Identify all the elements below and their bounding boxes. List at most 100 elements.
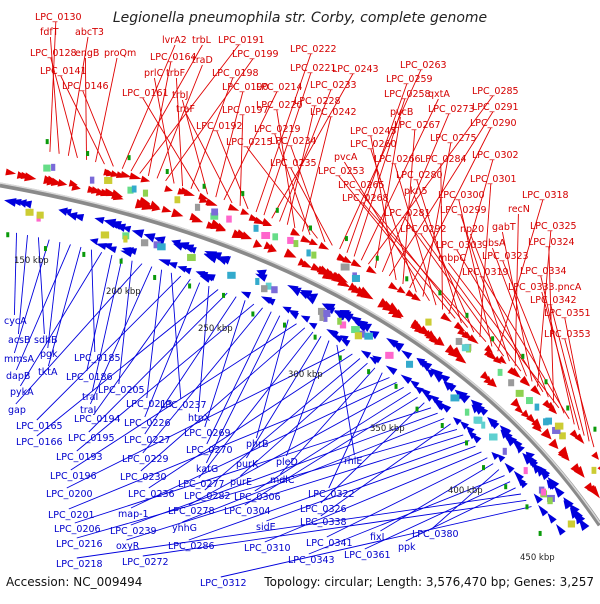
forward-gene-label: LPC_0319 xyxy=(462,267,509,278)
reverse-gene-arrow xyxy=(419,360,433,372)
forward-gene-arrow xyxy=(120,170,132,178)
forward-gene-label: LPC_0220 xyxy=(256,100,303,111)
forward-gene-arrow xyxy=(492,355,502,364)
reverse-gene-label: gap xyxy=(8,405,26,416)
forward-gene-arrow xyxy=(205,198,218,206)
forward-gene-arrow xyxy=(161,205,172,213)
reverse-gene-arrow xyxy=(300,315,311,323)
feature-box xyxy=(541,488,547,496)
feature-box xyxy=(194,203,201,211)
reverse-leader-line xyxy=(264,451,482,543)
feature-box xyxy=(36,211,44,219)
feature-box xyxy=(317,307,326,315)
reverse-leader-line xyxy=(198,331,314,479)
forward-gene-label: LPC_0291 xyxy=(472,102,519,113)
feature-box xyxy=(474,416,483,424)
forward-gene-arrow xyxy=(467,334,479,345)
reverse-leader-line xyxy=(244,397,418,506)
reverse-gene-label: LPC_0165 xyxy=(16,421,63,432)
forward-gene-label: LPC_0275 xyxy=(430,133,477,144)
reverse-gene-arrow xyxy=(414,386,424,395)
forward-gene-label: pvcB xyxy=(390,107,413,118)
forward-gene-arrows xyxy=(5,168,600,499)
forward-leader-line xyxy=(370,135,397,280)
feature-box xyxy=(461,344,470,352)
feature-box xyxy=(502,447,507,455)
feature-box xyxy=(265,282,272,290)
reverse-gene-label: LPC_0277 xyxy=(178,479,225,490)
reverse-gene-label: LPC_0304 xyxy=(224,506,271,517)
marker-tick xyxy=(344,236,348,242)
reverse-gene-arrow xyxy=(321,303,335,314)
reverse-leader-line xyxy=(405,487,516,542)
reverse-leader-line xyxy=(76,303,255,452)
feature-box xyxy=(319,313,325,321)
marker-tick xyxy=(566,405,570,411)
reverse-gene-label: LPC_0185 xyxy=(74,353,121,364)
reverse-gene-arrow xyxy=(308,293,319,303)
reverse-leader-line xyxy=(364,481,511,550)
forward-leader-line xyxy=(353,98,406,257)
reverse-gene-arrow xyxy=(260,296,273,304)
forward-gene-arrow xyxy=(487,377,497,388)
reverse-leader-line xyxy=(13,232,17,316)
reverse-gene-label: fixL xyxy=(370,532,388,543)
reverse-gene-arrow xyxy=(282,306,292,314)
reverse-gene-arrow xyxy=(434,398,443,407)
feature-box xyxy=(287,236,294,244)
forward-gene-label: trbL xyxy=(192,35,212,46)
forward-gene-arrow xyxy=(589,485,600,499)
reverse-leader-line xyxy=(326,457,488,538)
reverse-gene-label: oxyR xyxy=(116,541,140,552)
feature-box xyxy=(226,215,232,223)
forward-gene-label: mbpC xyxy=(438,253,466,264)
reverse-gene-label: LPC_0186 xyxy=(66,372,113,383)
forward-leader-line xyxy=(413,195,475,333)
reverse-gene-arrow xyxy=(575,514,585,525)
reverse-leader-line xyxy=(130,381,397,509)
forward-gene-arrow xyxy=(366,265,377,274)
forward-leader-line xyxy=(49,36,60,154)
forward-leader-line xyxy=(276,109,296,229)
forward-gene-label: trbJ xyxy=(172,90,188,101)
forward-gene-label: LPC_0199 xyxy=(232,49,279,60)
accession-text: Accession: NC_009494 xyxy=(6,575,142,589)
reverse-gene-arrow xyxy=(391,341,405,353)
reverse-gene-label: ppk xyxy=(398,542,416,553)
reverse-gene-arrow xyxy=(89,238,99,246)
feature-box xyxy=(508,379,515,387)
reverse-gene-arrow xyxy=(400,374,413,385)
reverse-leader-line xyxy=(380,463,494,532)
marker-tick xyxy=(525,504,529,510)
reverse-gene-label: LPC_0310 xyxy=(244,543,291,554)
reverse-gene-arrow xyxy=(174,242,189,250)
reverse-gene-label: LPC_0306 xyxy=(234,492,281,503)
forward-gene-arrow xyxy=(530,385,542,396)
forward-leader-line xyxy=(271,73,354,219)
feature-box xyxy=(545,417,553,425)
reverse-gene-arrow xyxy=(17,199,27,208)
reverse-gene-arrow xyxy=(504,462,515,474)
forward-gene-arrow xyxy=(216,222,226,232)
reverse-leader-line xyxy=(13,239,50,354)
reverse-gene-label: LPC_0200 xyxy=(46,489,93,500)
forward-gene-arrow xyxy=(519,376,530,387)
reverse-gene-label: LPC_0341 xyxy=(306,538,353,549)
reverse-leader-line xyxy=(240,362,368,477)
feature-box xyxy=(272,233,279,241)
reverse-leader-line xyxy=(47,241,61,349)
reverse-gene-label: phrB xyxy=(246,439,268,450)
reverse-gene-arrow xyxy=(491,451,500,461)
forward-leader-line xyxy=(362,202,487,342)
forward-gene-arrow xyxy=(591,451,599,460)
reverse-leader-line xyxy=(142,499,527,557)
marker-tick xyxy=(438,290,442,296)
marker-tick xyxy=(440,423,444,429)
reverse-leader-line xyxy=(144,296,237,435)
marker-tick xyxy=(275,207,279,213)
genome-backbone-arc xyxy=(0,182,600,527)
feature-box xyxy=(210,212,219,220)
reverse-label-leader-lines xyxy=(13,232,532,578)
reverse-gene-label: LPC_0270 xyxy=(186,445,233,456)
forward-gene-label: LPC_0325 xyxy=(530,221,577,232)
